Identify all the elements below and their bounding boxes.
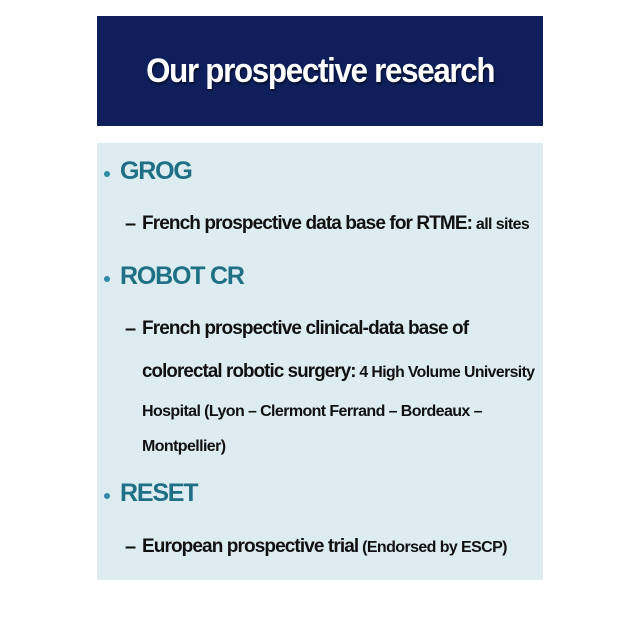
sub-line-small: (Endorsed by ESCP) xyxy=(358,539,507,556)
sub-line-small: all sites xyxy=(472,216,530,233)
sub-line-small: Hospital (Lyon – Clermont Ferrand – Bord… xyxy=(142,403,482,420)
content-panel: GROG – French prospective data base for … xyxy=(97,143,543,580)
sub-line-small: Montpellier) xyxy=(142,438,226,455)
sub-dash: – xyxy=(125,318,137,340)
sub-line-main: colorectal robotic surgery: xyxy=(142,361,357,382)
sub-line-robot-1: French prospective clinical-data base of xyxy=(142,318,469,340)
sub-line-reset-1: European prospective trial (Endorsed by … xyxy=(142,536,508,558)
heading-robot-cr: ROBOT CR xyxy=(120,262,245,290)
slide-title: Our prospective research xyxy=(145,51,495,90)
sub-dash: – xyxy=(125,213,137,235)
bullet-icon xyxy=(104,493,110,499)
sub-line-robot-2: colorectal robotic surgery: 4 High Volum… xyxy=(142,361,535,383)
sub-line-small: 4 High Volume University xyxy=(355,364,535,381)
sub-dash: – xyxy=(125,536,137,558)
sub-line-robot-3: Hospital (Lyon – Clermont Ferrand – Bord… xyxy=(142,400,482,422)
bullet-icon xyxy=(104,276,110,282)
heading-grog: GROG xyxy=(120,157,193,185)
sub-line-grog-1: French prospective data base for RTME: a… xyxy=(142,213,530,235)
sub-line-main: French prospective clinical-data base of xyxy=(142,318,469,339)
sub-line-robot-4: Montpellier) xyxy=(142,435,226,457)
title-bar: Our prospective research xyxy=(97,16,543,126)
heading-reset: RESET xyxy=(120,479,199,507)
bullet-icon xyxy=(104,171,110,177)
sub-line-main: European prospective trial xyxy=(142,536,359,557)
sub-line-main: French prospective data base for RTME: xyxy=(142,213,473,234)
